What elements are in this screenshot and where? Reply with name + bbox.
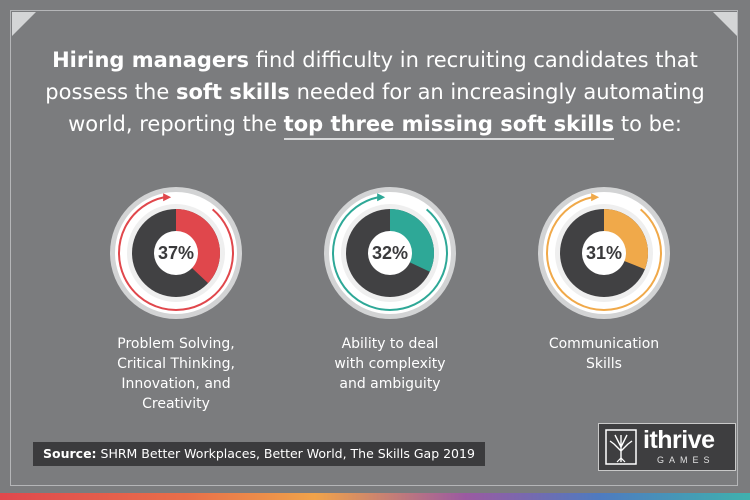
skill-label-line: Communication: [548, 336, 660, 352]
tree-icon: [605, 429, 637, 465]
headline-line-1: Hiring managers find difficulty in recru…: [40, 44, 710, 76]
headline-text-2: possess the: [45, 80, 176, 104]
percent-label: 31%: [586, 243, 622, 263]
donut-center: [368, 231, 412, 275]
circular-arrow-head: [591, 193, 600, 202]
source-caption: Source: SHRM Better Workplaces, Better W…: [33, 442, 485, 466]
skill-label-line: Creativity: [142, 396, 210, 412]
skill-label: Problem Solving, Critical Thinking, Inno…: [91, 334, 261, 414]
skill-label-line: Problem Solving,: [117, 336, 235, 352]
skill-label-line: Innovation, and: [121, 376, 231, 392]
circular-arrow: [546, 196, 662, 311]
donut-value-slice: [176, 209, 220, 284]
source-text: SHRM Better Workplaces, Better World, Th…: [96, 446, 475, 461]
logo-subtitle: GAMES: [657, 455, 715, 465]
circular-arrow: [118, 196, 234, 311]
headline-underlined-phrase: top three missing soft skills: [283, 112, 615, 140]
corner-triangle-right: [713, 12, 737, 36]
headline-line-2: possess the soft skills needed for an in…: [40, 76, 710, 108]
skill-label-line: with complexity: [334, 356, 446, 372]
skill-donut-1: 37% Problem Solving, Critical Thinking, …: [91, 186, 261, 414]
circular-arrow-head: [377, 193, 386, 202]
skill-donut-2: 32% Ability to deal with complexity and …: [305, 186, 475, 394]
donut-chart-3: 31%: [538, 187, 670, 319]
donut-center: [154, 231, 198, 275]
circular-arrow: [332, 196, 448, 311]
headline-text-1: find difficulty in recruiting candidates…: [249, 48, 698, 72]
donut-center: [582, 231, 626, 275]
headline-text-5: to be:: [614, 112, 682, 136]
headline-bold-hiring-managers: Hiring managers: [52, 48, 250, 72]
circular-arrow-head: [163, 193, 172, 202]
donut-chart-1: 37%: [110, 187, 242, 319]
percent-label: 37%: [158, 243, 194, 263]
donut-chart-2: 32%: [324, 187, 456, 319]
corner-triangle-left: [12, 12, 36, 36]
ithrive-games-logo: ithrive GAMES: [598, 423, 736, 471]
skill-label-line: Critical Thinking,: [117, 356, 235, 372]
bottom-gradient-bar: [0, 493, 750, 500]
headline-text-4: world, reporting the: [68, 112, 284, 136]
skill-label-line: and ambiguity: [339, 376, 441, 392]
headline: Hiring managers find difficulty in recru…: [40, 44, 710, 140]
skill-donut-3: 31% Communication Skills: [519, 186, 689, 374]
headline-bold-soft-skills: soft skills: [175, 80, 290, 104]
skill-label: Communication Skills: [519, 334, 689, 374]
skill-label-line: Skills: [586, 356, 622, 372]
percent-label: 32%: [372, 243, 408, 263]
headline-line-3: world, reporting the top three missing s…: [40, 108, 710, 140]
source-prefix: Source:: [43, 446, 97, 461]
skill-label-line: Ability to deal: [341, 336, 439, 352]
logo-wordmark: ithrive: [643, 426, 715, 454]
skill-label: Ability to deal with complexity and ambi…: [305, 334, 475, 394]
border-frame: [10, 10, 738, 486]
headline-text-3: needed for an increasingly automating: [289, 80, 705, 104]
